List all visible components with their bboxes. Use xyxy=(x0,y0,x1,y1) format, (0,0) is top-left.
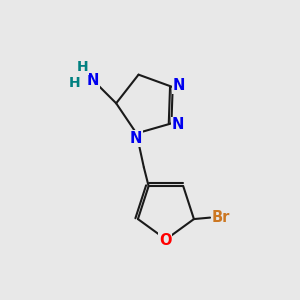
Text: N: N xyxy=(172,117,184,132)
Text: H: H xyxy=(77,60,89,74)
Text: O: O xyxy=(159,232,172,247)
Text: N: N xyxy=(87,73,99,88)
Text: H: H xyxy=(69,76,81,90)
Text: Br: Br xyxy=(211,210,230,225)
Text: N: N xyxy=(130,131,142,146)
Text: N: N xyxy=(173,78,185,93)
